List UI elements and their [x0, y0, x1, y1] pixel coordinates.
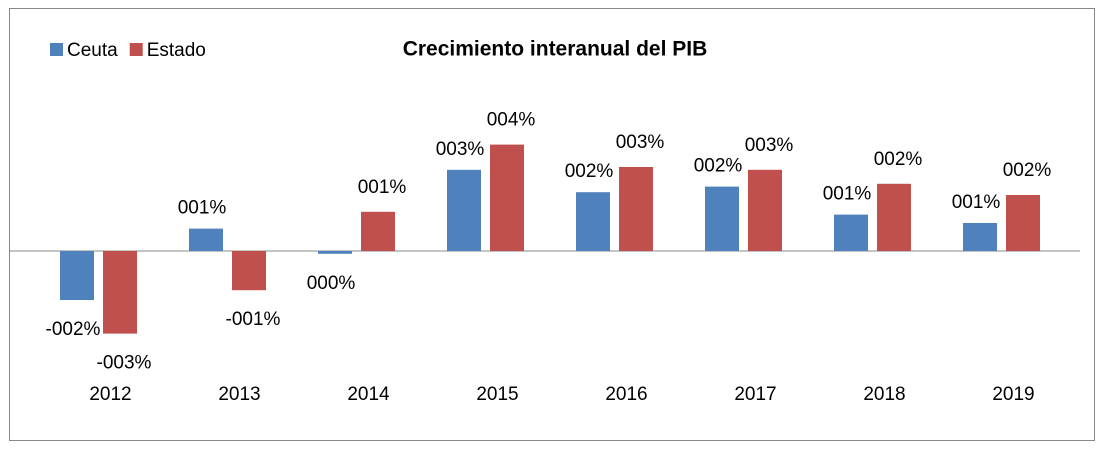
- x-tick-label: 2012: [89, 384, 131, 405]
- data-label: 001%: [358, 177, 407, 198]
- legend-swatch: [50, 43, 63, 56]
- bar: [361, 211, 395, 251]
- bar: [834, 214, 868, 251]
- bar: [748, 169, 782, 251]
- x-tick-label: 2016: [605, 384, 647, 405]
- bar: [60, 251, 94, 300]
- data-label: 001%: [178, 198, 227, 219]
- bar: [490, 144, 524, 251]
- legend-label: Ceuta: [67, 40, 118, 61]
- bar: [705, 186, 739, 251]
- bar: [189, 228, 223, 251]
- data-label: 000%: [307, 273, 356, 294]
- bar: [963, 223, 997, 251]
- data-label: 003%: [745, 135, 794, 156]
- data-label: -001%: [226, 309, 281, 330]
- data-label: 002%: [1003, 160, 1052, 181]
- x-tick-label: 2018: [863, 384, 905, 405]
- bar: [576, 192, 610, 251]
- chart-title: Crecimiento interanual del PIB: [403, 38, 708, 61]
- bar: [103, 251, 137, 334]
- chart-frame: [9, 8, 1095, 441]
- data-label: 003%: [616, 132, 665, 153]
- bar: [877, 183, 911, 251]
- bar: [447, 169, 481, 251]
- legend-swatch: [129, 43, 143, 56]
- x-tick-label: 2014: [347, 384, 390, 405]
- x-tick-label: 2019: [992, 384, 1034, 405]
- data-label: 001%: [823, 184, 872, 205]
- bar: [232, 251, 266, 291]
- bar: [619, 167, 653, 251]
- data-label: 003%: [436, 139, 485, 160]
- data-label: 002%: [874, 149, 923, 170]
- data-label: -002%: [46, 319, 101, 340]
- x-tick-label: 2015: [476, 384, 518, 405]
- data-label: 002%: [565, 161, 614, 182]
- data-label: 004%: [487, 110, 536, 131]
- legend-label: Estado: [147, 40, 206, 61]
- x-tick-label: 2013: [218, 384, 260, 405]
- bar: [318, 251, 352, 254]
- x-tick-label: 2017: [734, 384, 776, 405]
- data-label: 002%: [694, 156, 743, 177]
- bar: [1006, 195, 1040, 251]
- data-label: 001%: [952, 192, 1001, 213]
- data-label: -003%: [97, 353, 152, 374]
